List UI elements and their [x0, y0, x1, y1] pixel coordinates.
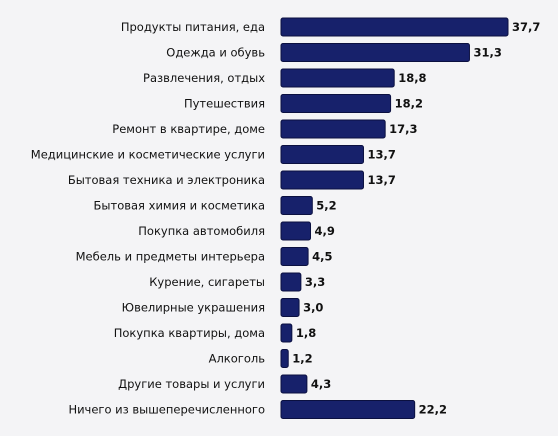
bar — [280, 349, 289, 368]
bar — [280, 170, 364, 190]
value-labels: 37,7 31,3 18,8 18,2 17,3 13,7 13,7 5,2 4,9 4,5 3,3… — [292, 20, 540, 417]
value-label: 4,5 — [312, 250, 332, 264]
category-label: Ремонт в квартире, доме — [112, 122, 265, 136]
value-label: 3,3 — [305, 275, 325, 289]
bars — [280, 17, 509, 419]
category-label: Развлечения, отдых — [143, 71, 265, 85]
category-label: Мебель и предметы интерьера — [76, 250, 265, 264]
category-label: Бытовая химия и косметика — [94, 199, 265, 213]
bar — [280, 272, 302, 292]
value-label: 37,7 — [512, 20, 540, 34]
value-label: 17,3 — [389, 122, 417, 136]
category-label: Покупка автомобиля — [138, 224, 265, 238]
value-label: 13,7 — [367, 148, 395, 162]
bar — [280, 323, 293, 343]
category-label: Медицинские и косметические услуги — [31, 148, 265, 162]
bar — [280, 94, 392, 113]
category-label: Покупка квартиры, дома — [114, 326, 265, 340]
category-label: Путешествия — [184, 97, 265, 111]
category-label: Другие товары и услуги — [118, 377, 265, 391]
category-label: Алкоголь — [209, 352, 266, 366]
bar — [280, 119, 386, 139]
category-label: Бытовая техника и электроника — [68, 173, 265, 187]
value-label: 1,2 — [292, 352, 312, 366]
category-label: Курение, сигареты — [149, 275, 265, 289]
value-label: 31,3 — [473, 46, 501, 60]
bar — [280, 221, 312, 241]
bar — [280, 43, 470, 62]
bar — [280, 17, 509, 37]
bar — [280, 247, 309, 266]
bar — [280, 145, 364, 164]
value-label: 1,8 — [296, 326, 316, 340]
category-labels: Продукты питания, еда Одежда и обувь Развл… — [31, 20, 265, 417]
bar — [280, 68, 395, 88]
value-label: 4,3 — [311, 377, 331, 391]
bar — [280, 374, 308, 394]
bar — [280, 298, 300, 317]
value-label: 3,0 — [303, 301, 323, 315]
category-label: Продукты питания, еда — [121, 20, 265, 34]
category-label: Ничего из вышеперечисленного — [68, 403, 265, 417]
value-label: 5,2 — [316, 199, 336, 213]
category-label: Ювелирные украшения — [122, 301, 265, 315]
value-label: 22,2 — [419, 403, 447, 417]
bar — [280, 400, 416, 419]
value-label: 18,2 — [395, 97, 423, 111]
value-label: 4,9 — [315, 224, 335, 238]
value-label: 18,8 — [398, 71, 426, 85]
value-label: 13,7 — [367, 173, 395, 187]
bar — [280, 196, 313, 215]
category-label: Одежда и обувь — [166, 46, 265, 60]
